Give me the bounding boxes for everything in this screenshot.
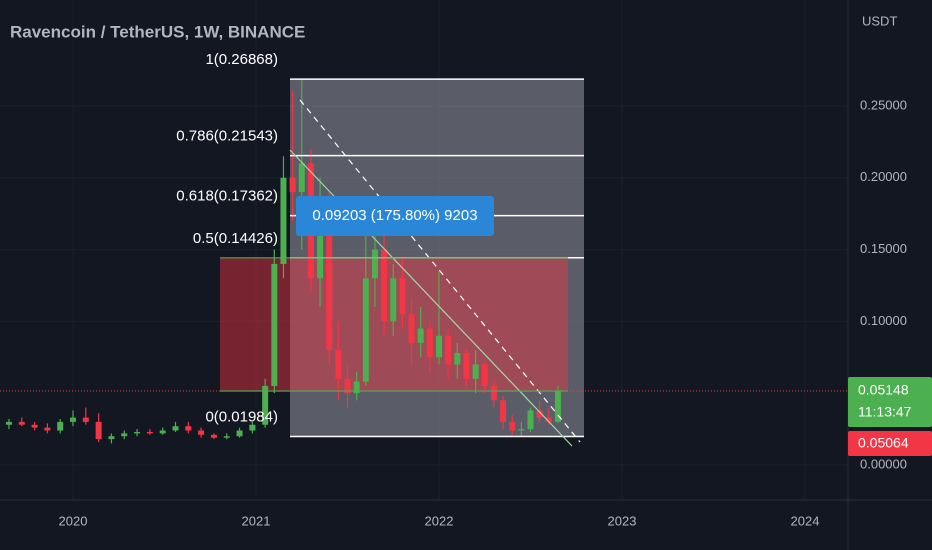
measure-label: 0.09203 (175.80%) 9203: [312, 207, 477, 224]
candle-body: [536, 410, 543, 418]
candle-body: [362, 278, 369, 382]
fib-level-label: 1(0.26868): [205, 51, 278, 68]
candle-body: [5, 421, 12, 425]
bid-price-label: 0.05064: [858, 435, 909, 451]
candle-body: [18, 421, 25, 425]
candle-body: [185, 426, 192, 431]
candle-body: [134, 431, 141, 434]
x-tick-label: 2024: [791, 513, 820, 528]
candle-body: [500, 400, 507, 422]
candle-body: [271, 263, 278, 386]
candle-body: [381, 249, 388, 322]
y-tick-label: 0.10000: [860, 313, 907, 328]
candle-body: [445, 335, 452, 365]
candle-body: [554, 391, 561, 422]
x-tick-label: 2021: [242, 513, 271, 528]
fib-level-label: 0.786(0.21543): [176, 128, 278, 145]
x-tick-label: 2020: [59, 513, 88, 528]
candle-body: [172, 426, 179, 431]
chart-title: Ravencoin / TetherUS, 1W, BINANCE: [10, 22, 305, 41]
candle-body: [426, 328, 433, 358]
candle-body: [417, 328, 424, 343]
candle-body: [371, 249, 378, 279]
x-tick-label: 2023: [608, 513, 637, 528]
candle-body: [518, 429, 525, 431]
measure-tooltip: [296, 196, 494, 236]
candle-body: [236, 430, 243, 437]
candle-body: [298, 163, 305, 193]
candle-body: [223, 436, 230, 438]
fib-level-label: 0(0.01984): [205, 408, 278, 425]
candle-body: [31, 424, 38, 428]
candle-body: [344, 378, 351, 394]
candle-body: [335, 350, 342, 379]
trend-dashed: [299, 99, 581, 443]
candle-body: [326, 206, 333, 351]
candle-body: [454, 352, 461, 365]
candle-body: [57, 421, 64, 431]
candle-body: [408, 314, 415, 343]
candle-body: [198, 430, 205, 435]
candle-body: [463, 352, 470, 379]
candle-body: [44, 427, 51, 431]
candle-body: [472, 364, 479, 379]
candle-body: [490, 385, 497, 401]
candle-body: [280, 177, 287, 264]
x-tick-label: 2022: [425, 513, 454, 528]
candle-body: [390, 278, 397, 322]
candle-body: [262, 385, 269, 425]
candle-body: [159, 430, 166, 434]
last-price-label: 0.05148: [858, 382, 909, 398]
candle-body: [527, 410, 534, 430]
candle-body: [399, 278, 406, 315]
y-tick-label: 0.25000: [860, 97, 907, 112]
candle-body: [509, 421, 516, 431]
candle-body: [95, 421, 102, 440]
unit-label: USDT: [862, 13, 897, 28]
countdown-label: 11:13:47: [858, 404, 912, 420]
candle-body: [70, 417, 77, 422]
candle-body: [317, 206, 324, 279]
candle-body: [545, 417, 552, 422]
candle-body: [436, 335, 443, 358]
candle-body: [82, 417, 89, 422]
candle-body: [249, 424, 256, 431]
candle-body: [353, 381, 360, 394]
fib-level-label: 0.618(0.17362): [176, 188, 278, 205]
y-tick-label: 0.00000: [860, 456, 907, 471]
fib-level-label: 0.5(0.14426): [193, 230, 278, 247]
candle-body: [146, 431, 153, 434]
candle-body: [481, 364, 488, 386]
overlays: 1(0.26868) 0.786(0.21543) 0.618(0.17362) 0.…: [176, 51, 584, 447]
y-tick-label: 0.15000: [860, 241, 907, 256]
candle-body: [108, 436, 115, 440]
last-price-tag: [848, 377, 932, 427]
candle-body: [121, 433, 128, 437]
candle-body: [210, 434, 217, 438]
bid-price-tag: [848, 431, 932, 456]
candle-body: [289, 177, 296, 193]
y-tick-label: 0.20000: [860, 169, 907, 184]
